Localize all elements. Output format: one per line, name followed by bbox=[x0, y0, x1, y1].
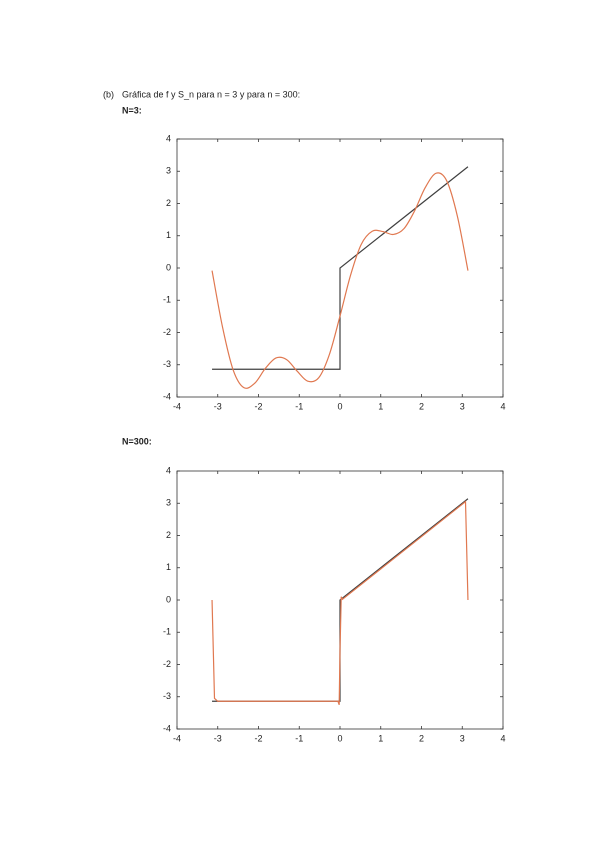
x-tick-label: 1 bbox=[378, 733, 383, 743]
y-tick-label: 3 bbox=[166, 166, 171, 176]
x-tick-label: -1 bbox=[295, 733, 303, 743]
y-tick-label: -4 bbox=[163, 391, 171, 401]
y-tick-label: 0 bbox=[166, 262, 171, 272]
y-tick-label: 2 bbox=[166, 530, 171, 540]
y-tick-label: 4 bbox=[166, 465, 171, 475]
series-line bbox=[211, 500, 469, 706]
x-tick-label: 3 bbox=[460, 733, 465, 743]
y-tick-label: -1 bbox=[163, 627, 171, 637]
y-tick-label: -2 bbox=[163, 659, 171, 669]
series-line bbox=[212, 166, 469, 370]
y-tick-label: 4 bbox=[166, 133, 171, 143]
y-tick-label: 0 bbox=[166, 594, 171, 604]
x-tick-label: -1 bbox=[295, 401, 303, 411]
y-tick-label: -1 bbox=[163, 295, 171, 305]
y-tick-label: 3 bbox=[166, 498, 171, 508]
x-tick-label: 1 bbox=[378, 401, 383, 411]
x-tick-label: -4 bbox=[173, 401, 181, 411]
series-line bbox=[211, 172, 469, 389]
heading: N=300: bbox=[122, 436, 152, 446]
x-tick-label: 0 bbox=[337, 401, 342, 411]
heading: N=3: bbox=[122, 105, 142, 115]
y-tick-label: -2 bbox=[163, 327, 171, 337]
y-tick-label: -3 bbox=[163, 359, 171, 369]
y-tick-label: 1 bbox=[166, 230, 171, 240]
item-label: (b) bbox=[103, 89, 114, 99]
x-tick-label: 4 bbox=[500, 733, 505, 743]
x-tick-label: -4 bbox=[173, 733, 181, 743]
x-tick-label: 3 bbox=[460, 401, 465, 411]
y-tick-label: -4 bbox=[163, 723, 171, 733]
x-tick-label: 4 bbox=[500, 401, 505, 411]
x-tick-label: 0 bbox=[337, 733, 342, 743]
item-text: Gráfica de f y S_n para n = 3 y para n =… bbox=[122, 89, 300, 99]
x-tick-label: -3 bbox=[214, 733, 222, 743]
x-tick-label: -3 bbox=[214, 401, 222, 411]
x-tick-label: -2 bbox=[254, 733, 262, 743]
y-tick-label: 2 bbox=[166, 198, 171, 208]
x-tick-label: 2 bbox=[419, 733, 424, 743]
x-tick-label: 2 bbox=[419, 401, 424, 411]
y-tick-label: -3 bbox=[163, 691, 171, 701]
y-tick-label: 1 bbox=[166, 562, 171, 572]
x-tick-label: -2 bbox=[254, 401, 262, 411]
